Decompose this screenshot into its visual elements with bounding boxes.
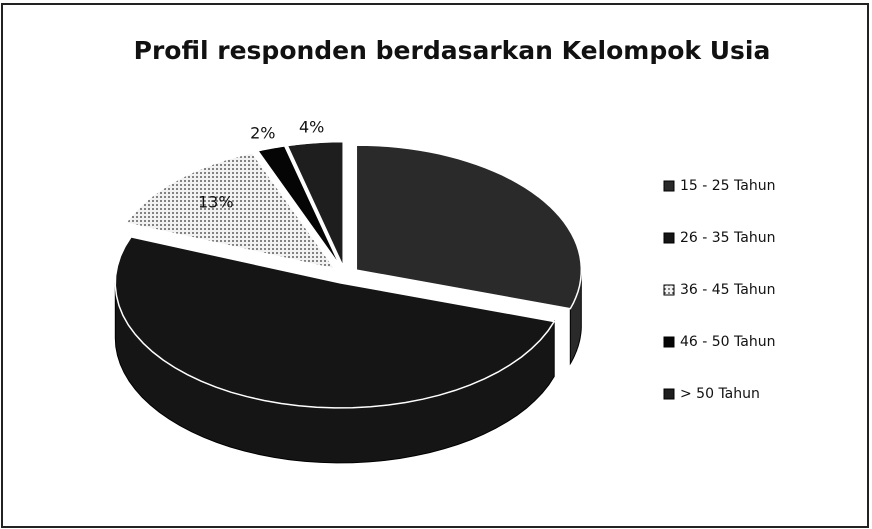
legend-swatch bbox=[663, 232, 675, 244]
legend-label: 26 - 35 Tahun bbox=[680, 230, 775, 246]
data-label: 13% bbox=[198, 192, 234, 211]
legend-label: 15 - 25 Tahun bbox=[680, 178, 775, 194]
pie-slice bbox=[286, 140, 344, 268]
chart-title: Profil responden berdasarkan Kelompok Us… bbox=[134, 36, 771, 65]
data-label: 4% bbox=[299, 117, 324, 136]
pie-slice bbox=[114, 236, 556, 409]
legend-label: > 50 Tahun bbox=[680, 386, 760, 402]
legend-swatch bbox=[663, 388, 675, 400]
legend-swatch bbox=[663, 180, 675, 192]
legend-label: 46 - 50 Tahun bbox=[680, 334, 775, 350]
legend-swatch bbox=[663, 284, 675, 296]
pie-slice bbox=[355, 144, 583, 310]
legend-swatch bbox=[663, 336, 675, 348]
data-label: 2% bbox=[250, 123, 275, 142]
pie-slice bbox=[124, 151, 337, 271]
pie-slice bbox=[256, 145, 342, 268]
legend-label: 36 - 45 Tahun bbox=[680, 282, 775, 298]
